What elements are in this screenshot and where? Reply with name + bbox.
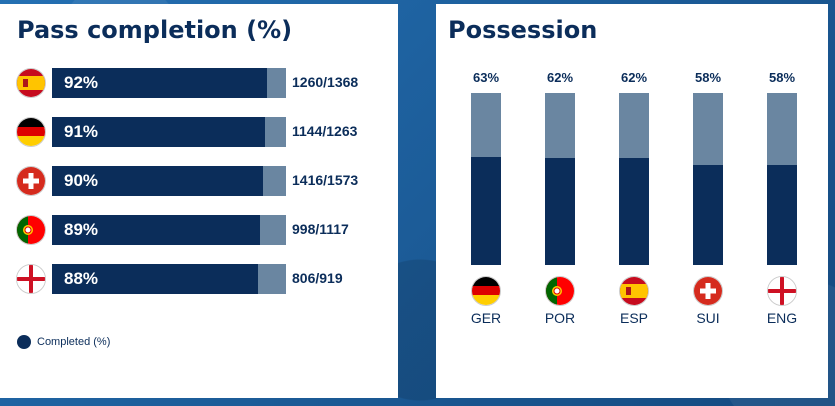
possession-column: 58% ENG [752, 70, 812, 326]
possession-title: Possession [448, 16, 598, 44]
possession-bar-track [767, 93, 797, 265]
pass-fraction-label: 1416/1573 [292, 172, 359, 188]
possession-team-label: SUI [696, 310, 720, 326]
possession-panel: Possession 63% GER 62% POR 62% ESP 58% S… [436, 4, 828, 398]
pass-row: 92% 1260/1368 [16, 68, 386, 98]
possession-column: 63% GER [456, 70, 516, 326]
possession-pct-label: 62% [546, 70, 574, 85]
pass-bar-fill [52, 117, 265, 147]
possession-bar-fill [545, 158, 575, 265]
possession-pct-label: 58% [768, 70, 796, 85]
pass-bar-fill [52, 166, 263, 196]
possession-team-label: POR [544, 310, 576, 326]
pass-completion-panel: Pass completion (%) 92% 1260/1368 91% 11… [0, 4, 398, 398]
portugal-flag-icon [16, 215, 46, 245]
pass-pct-label: 88% [64, 269, 99, 288]
pass-pct-label: 90% [64, 171, 99, 190]
possession-bar-fill [471, 156, 501, 265]
possession-bar-track [545, 93, 575, 265]
possession-bar-track [619, 93, 649, 265]
possession-column: 62% ESP [604, 70, 664, 326]
legend-label: Completed (%) [37, 336, 111, 348]
portugal-flag-icon [545, 276, 575, 306]
pass-bar-track: 88% [52, 264, 286, 294]
england-flag-icon [767, 276, 797, 306]
germany-flag-icon [16, 117, 46, 147]
possession-column: 62% POR [530, 70, 590, 326]
pass-bar-track: 90% [52, 166, 286, 196]
pass-bar-track: 92% [52, 68, 286, 98]
legend: Completed (%) [17, 335, 110, 349]
pass-fraction-label: 1260/1368 [292, 74, 359, 90]
pass-row: 89% 998/1117 [16, 215, 386, 245]
pass-fraction-label: 1144/1263 [292, 123, 358, 139]
pass-pct-label: 89% [64, 220, 99, 239]
germany-flag-icon [471, 276, 501, 306]
switzerland-flag-icon [16, 166, 46, 196]
pass-fraction-label: 998/1117 [292, 221, 349, 237]
possession-column: 58% SUI [678, 70, 738, 326]
pass-bar-track: 89% [52, 215, 286, 245]
pass-row: 91% 1144/1263 [16, 117, 386, 147]
possession-team-label: ESP [619, 310, 648, 326]
switzerland-flag-icon [693, 276, 723, 306]
legend-swatch [17, 335, 31, 349]
possession-bar-fill [767, 165, 797, 265]
england-flag-icon [16, 264, 46, 294]
pass-bar-fill [52, 264, 258, 294]
possession-bar-track [693, 93, 723, 265]
possession-pct-label: 63% [472, 70, 500, 85]
possession-team-label: ENG [766, 310, 798, 326]
possession-bar-fill [693, 165, 723, 265]
pass-fraction-label: 806/919 [292, 270, 343, 286]
spain-flag-icon [16, 68, 46, 98]
pass-row: 90% 1416/1573 [16, 166, 386, 196]
pass-completion-title: Pass completion (%) [17, 16, 293, 44]
possession-bar-fill [619, 158, 649, 265]
pass-bar-fill [52, 215, 261, 245]
possession-bar-track [471, 93, 501, 265]
pass-bar-fill [52, 68, 268, 98]
pass-pct-label: 92% [64, 73, 99, 92]
pass-pct-label: 91% [64, 122, 99, 141]
possession-team-label: GER [470, 310, 502, 326]
possession-pct-label: 58% [694, 70, 722, 85]
spain-flag-icon [619, 276, 649, 306]
possession-pct-label: 62% [620, 70, 648, 85]
pass-bar-track: 91% [52, 117, 286, 147]
pass-row: 88% 806/919 [16, 264, 386, 294]
